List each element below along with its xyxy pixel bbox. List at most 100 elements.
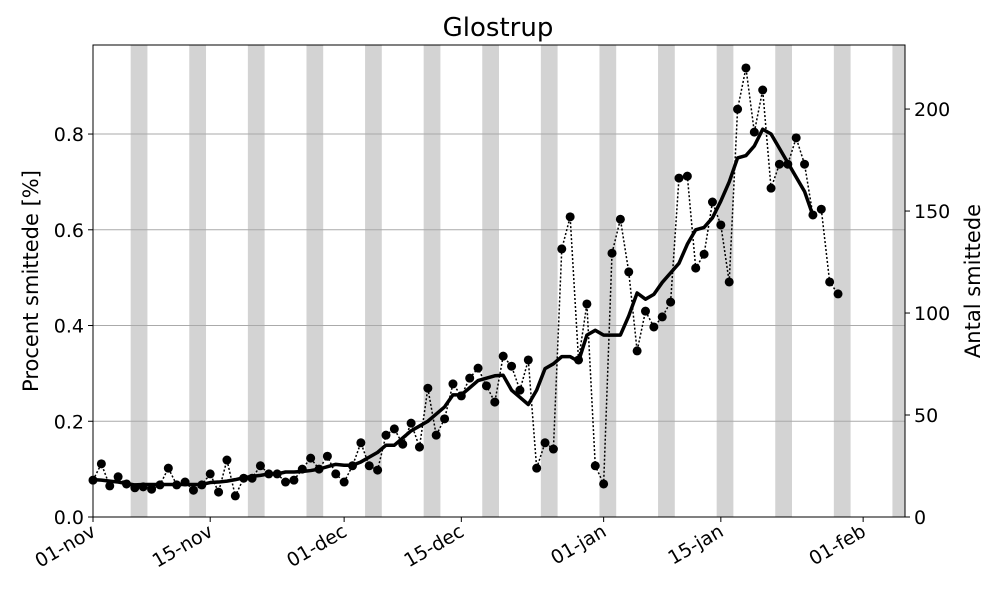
daily-point bbox=[515, 385, 525, 395]
daily-point bbox=[666, 297, 676, 307]
daily-point bbox=[640, 306, 650, 316]
daily-point bbox=[214, 487, 224, 497]
daily-point bbox=[523, 355, 533, 365]
daily-point bbox=[96, 459, 106, 469]
daily-point bbox=[749, 127, 759, 137]
y-tick-label: 0.6 bbox=[54, 220, 84, 242]
daily-point bbox=[557, 244, 567, 254]
y-tick-label: 0.8 bbox=[54, 124, 84, 146]
daily-point bbox=[163, 463, 173, 473]
daily-point bbox=[431, 430, 441, 440]
chart-title: Glostrup bbox=[443, 13, 554, 43]
x-tick-label: 01-feb bbox=[805, 520, 869, 570]
daily-point bbox=[381, 430, 391, 440]
weekend-band bbox=[365, 45, 382, 517]
daily-point bbox=[791, 133, 801, 143]
weekend-band bbox=[306, 45, 324, 517]
daily-point bbox=[473, 363, 483, 373]
daily-point bbox=[322, 451, 332, 461]
daily-point bbox=[498, 351, 508, 361]
daily-point bbox=[707, 197, 717, 207]
daily-point bbox=[816, 204, 826, 214]
daily-point bbox=[448, 379, 458, 389]
plot-frame bbox=[92, 44, 906, 518]
daily-point bbox=[281, 477, 291, 487]
daily-point bbox=[758, 85, 768, 95]
x-tick-label: 01-dec bbox=[283, 520, 350, 572]
daily-point bbox=[599, 479, 609, 489]
daily-point bbox=[800, 159, 810, 169]
daily-point bbox=[255, 461, 265, 471]
daily-point bbox=[289, 475, 299, 485]
daily-point bbox=[490, 397, 500, 407]
x-tick-label: 15-dec bbox=[400, 520, 467, 572]
weekend-band bbox=[599, 45, 617, 517]
y-tick-label: 0.0 bbox=[54, 507, 84, 529]
daily-point bbox=[624, 267, 634, 277]
daily-point bbox=[230, 491, 240, 501]
daily-point bbox=[306, 453, 316, 463]
weekend-band bbox=[892, 45, 905, 517]
daily-point bbox=[440, 414, 450, 424]
daily-point bbox=[331, 469, 341, 479]
daily-point bbox=[825, 277, 835, 287]
weekend-band bbox=[833, 45, 851, 517]
daily-point bbox=[548, 444, 558, 454]
daily-point bbox=[716, 220, 726, 230]
daily-point bbox=[339, 477, 349, 487]
y2-tick-label: 150 bbox=[914, 201, 950, 223]
daily-point bbox=[465, 373, 475, 383]
daily-point bbox=[649, 322, 659, 332]
daily-point bbox=[113, 472, 123, 482]
weekend-band bbox=[247, 45, 265, 517]
y2-tick-label: 200 bbox=[914, 99, 950, 121]
daily-point bbox=[657, 312, 667, 322]
weekend-band bbox=[423, 45, 441, 517]
weekend-band bbox=[130, 45, 148, 517]
daily-point bbox=[741, 63, 751, 73]
daily-point bbox=[105, 481, 115, 491]
daily-point bbox=[724, 277, 734, 287]
weekend-band bbox=[658, 45, 675, 517]
daily-point bbox=[406, 418, 416, 428]
daily-point bbox=[682, 171, 692, 181]
daily-point bbox=[423, 383, 433, 393]
daily-point bbox=[356, 438, 366, 448]
weekend-band bbox=[775, 45, 792, 517]
x-tick-label: 15-nov bbox=[149, 520, 217, 572]
weekend-band bbox=[189, 45, 207, 517]
daily-point bbox=[632, 346, 642, 356]
y-axis-label: Procent smittede [%] bbox=[19, 170, 43, 392]
daily-point bbox=[674, 173, 684, 183]
daily-point bbox=[205, 469, 215, 479]
daily-point bbox=[691, 263, 701, 273]
daily-point bbox=[507, 361, 517, 371]
daily-point bbox=[774, 159, 784, 169]
daily-point bbox=[481, 381, 491, 391]
daily-point bbox=[590, 461, 600, 471]
y-tick-label: 0.4 bbox=[54, 316, 84, 338]
y-tick-label: 0.2 bbox=[54, 411, 84, 433]
daily-point bbox=[222, 455, 232, 465]
x-tick-label: 15-jan bbox=[664, 520, 727, 569]
weekend-band bbox=[540, 45, 558, 517]
y2-axis-label: Antal smittede bbox=[961, 204, 985, 358]
daily-point bbox=[188, 485, 198, 495]
daily-point bbox=[615, 214, 625, 224]
daily-point bbox=[364, 461, 374, 471]
daily-point bbox=[532, 463, 542, 473]
daily-point bbox=[607, 248, 617, 258]
rolling-line bbox=[92, 127, 815, 487]
daily-point bbox=[766, 183, 776, 193]
daily-point bbox=[540, 438, 550, 448]
daily-point bbox=[699, 249, 709, 259]
daily-point bbox=[147, 484, 157, 494]
daily-point bbox=[733, 104, 743, 114]
daily-point bbox=[414, 442, 424, 452]
x-tick-label: 01-jan bbox=[547, 520, 610, 569]
y2-tick-label: 0 bbox=[914, 507, 926, 529]
daily-point bbox=[582, 299, 592, 309]
daily-point bbox=[373, 465, 383, 475]
y2-tick-label: 50 bbox=[914, 405, 938, 427]
